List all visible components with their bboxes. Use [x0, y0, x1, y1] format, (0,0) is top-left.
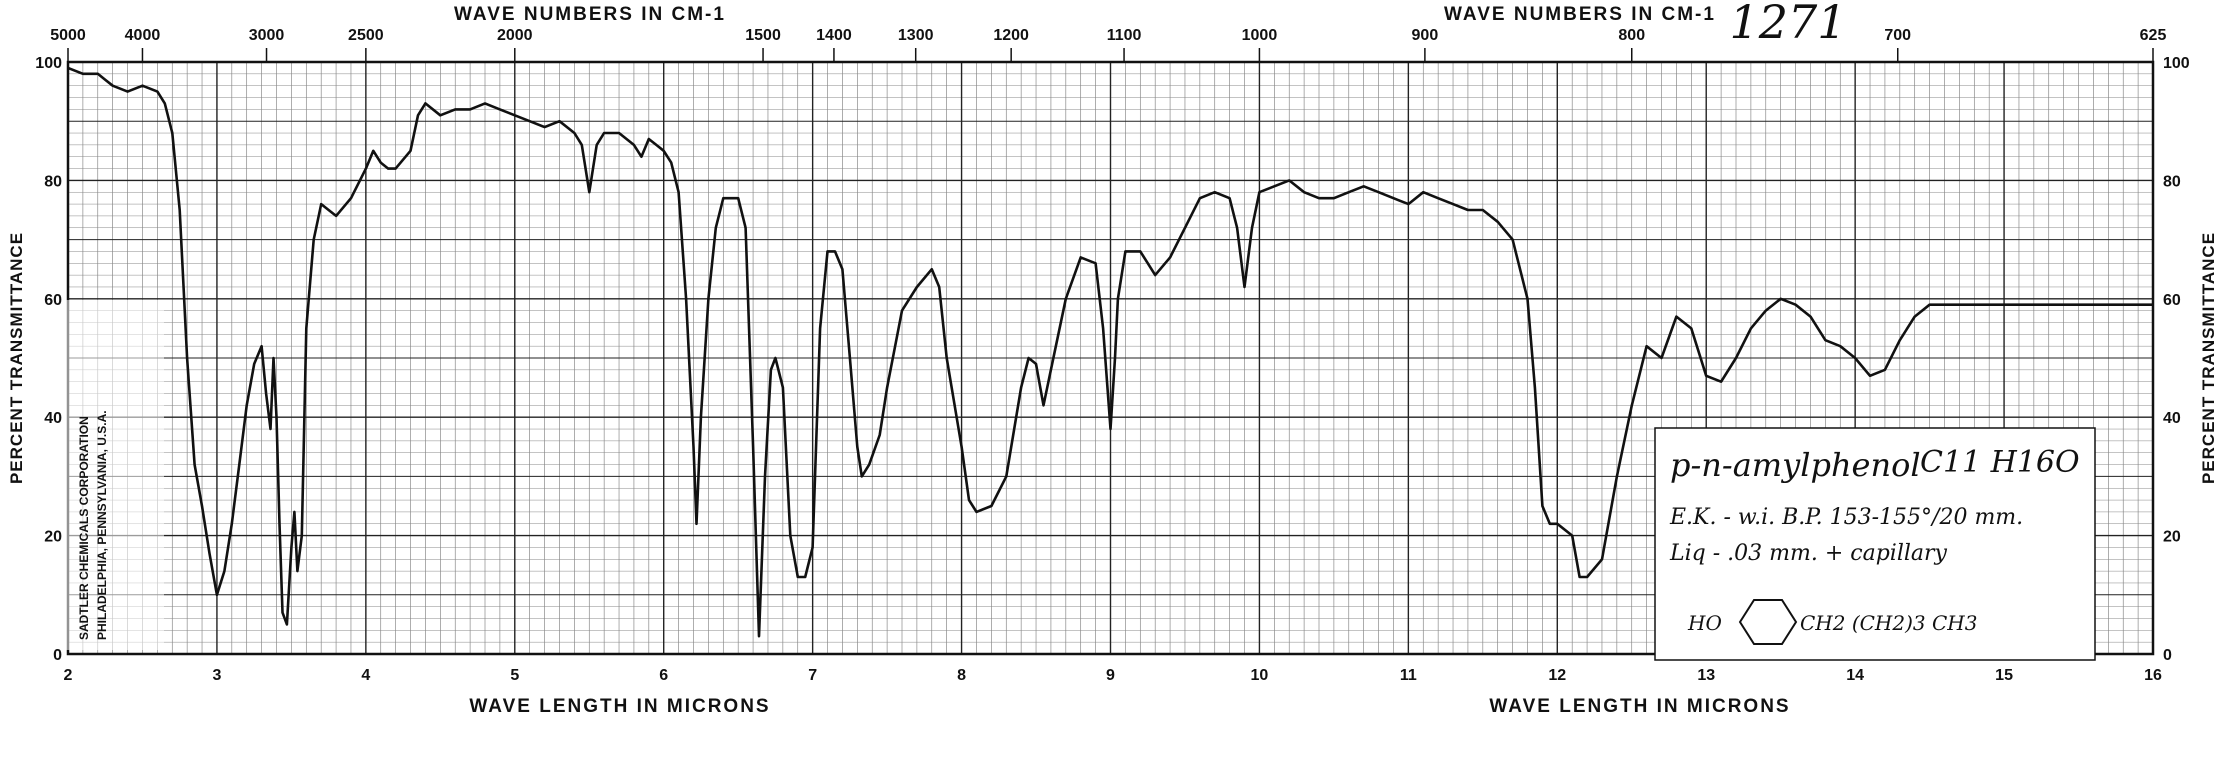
x-tick-label: 14 [1846, 667, 1864, 684]
sample-info-background [1654, 427, 2096, 661]
bottom-axis-title-right: WAVE LENGTH IN MICRONS [1489, 696, 1790, 717]
top-tick-label: 1200 [993, 27, 1029, 44]
x-tick-label: 3 [212, 667, 221, 684]
y-tick-label-left: 100 [35, 55, 62, 72]
top-tick-label: 1500 [745, 27, 781, 44]
source-line: E.K. - w.i. B.P. 153-155°/20 mm. [1669, 505, 2023, 530]
x-tick-label: 5 [510, 667, 519, 684]
x-tick-label: 12 [1548, 667, 1566, 684]
stamp-line-1: SADTLER CHEMICALS CORPORATION [77, 416, 91, 640]
stamp-line-2: PHILADELPHIA, PENNSYLVANIA, U.S.A. [95, 410, 109, 640]
top-tick-label: 2000 [497, 27, 533, 44]
x-tick-label: 2 [64, 667, 73, 684]
sample-number: 1271 [1729, 0, 1846, 49]
x-tick-label: 7 [808, 667, 817, 684]
x-tick-label: 10 [1251, 667, 1269, 684]
x-tick-label: 16 [2144, 667, 2162, 684]
tick-labels: 2 3 4 5 6 7 8 9 10 11 12 13 14 15 16020406080100020406… [35, 27, 2190, 684]
benzene-ring-icon [1738, 599, 1798, 645]
y-tick-label-right: 60 [2163, 292, 2181, 309]
top-tick-label: 900 [1412, 27, 1439, 44]
y-tick-label-right: 80 [2163, 173, 2181, 190]
cell-line: Liq - .03 mm. + capillary [1669, 541, 1948, 566]
top-tick-label: 4000 [125, 27, 161, 44]
y-tick-label-left: 40 [44, 410, 62, 427]
x-tick-label: 8 [957, 667, 966, 684]
top-tick-label: 1300 [898, 27, 934, 44]
x-tick-label: 11 [1400, 667, 1417, 684]
y-axis-title-left: PERCENT TRANSMITTANCE [7, 232, 26, 484]
x-tick-label: 15 [1995, 667, 2013, 684]
sample-info-box: p-n-amylphenol C11 H16O E.K. - w.i. B.P.… [1654, 427, 2096, 661]
top-tick-label: 1400 [816, 27, 852, 44]
structure-chain: CH2 (CH2)3 CH3 [1800, 611, 1977, 635]
top-tick-label: 1100 [1107, 27, 1142, 44]
y-axis-title-right: PERCENT TRANSMITTANCE [2199, 232, 2218, 484]
structure-ho: HO [1687, 611, 1722, 635]
x-tick-label: 13 [1697, 667, 1715, 684]
x-tick-label: 4 [361, 667, 370, 684]
top-tick-label: 3000 [249, 27, 285, 44]
manufacturer-stamp: SADTLER CHEMICALS CORPORATION PHILADELPH… [66, 300, 164, 650]
top-tick-label: 1000 [1242, 27, 1278, 44]
compound-name: p-n-amylphenol [1670, 446, 1921, 484]
top-tick-label: 5000 [50, 27, 86, 44]
top-tick-label: 625 [2140, 27, 2167, 44]
bottom-axis-title-left: WAVE LENGTH IN MICRONS [469, 696, 770, 717]
top-tick-label: 800 [1618, 27, 1645, 44]
molecular-formula: C11 H16O [1920, 445, 2080, 480]
top-tick-label: 2500 [348, 27, 384, 44]
spectrum-line [67, 66, 2153, 638]
y-tick-label-right: 100 [2163, 55, 2190, 72]
x-tick-label: 9 [1106, 667, 1115, 684]
y-tick-label-right: 20 [2163, 529, 2181, 546]
y-tick-label-left: 0 [53, 647, 62, 664]
y-tick-label-right: 40 [2163, 410, 2181, 427]
y-tick-label-left: 20 [44, 529, 62, 546]
y-tick-label-right: 0 [2163, 647, 2172, 664]
x-tick-label: 6 [659, 667, 668, 684]
y-tick-label-left: 80 [44, 173, 62, 190]
top-axis-title-left: WAVE NUMBERS IN CM-1 [454, 4, 726, 25]
top-axis-title-right: WAVE NUMBERS IN CM-1 [1444, 4, 1716, 25]
top-tick-label: 700 [1884, 27, 1911, 44]
y-tick-label-left: 60 [44, 292, 62, 309]
series-layer [67, 66, 2153, 638]
